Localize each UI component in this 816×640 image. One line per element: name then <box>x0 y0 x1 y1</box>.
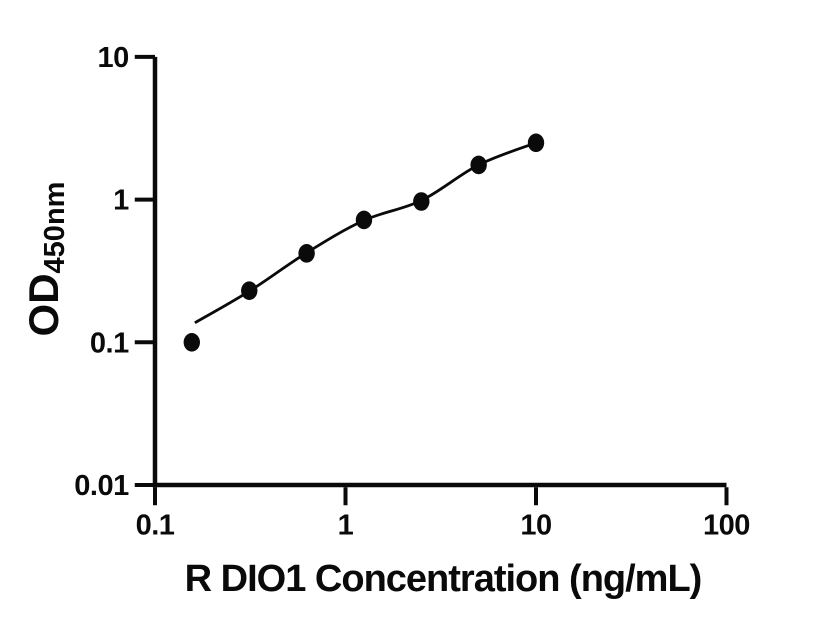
x-tick-label: 0.1 <box>136 509 175 541</box>
x-tick-label: 1 <box>338 509 354 541</box>
y-axis-title: OD450nm <box>20 182 72 337</box>
data-point <box>183 333 200 352</box>
x-axis-title: R DIO1 Concentration (ng/mL) <box>184 558 703 600</box>
data-point <box>298 244 315 263</box>
data-point <box>527 133 545 153</box>
data-point <box>355 210 373 230</box>
y-tick-label: 0.01 <box>74 470 129 502</box>
y-tick-label: 1 <box>113 185 129 217</box>
y-tick-label: 0.1 <box>90 327 129 359</box>
y-axis-title-subscript: 450nm <box>39 181 71 274</box>
x-tick-label: 100 <box>703 509 750 541</box>
y-axis-title-main: OD <box>20 273 67 337</box>
data-point <box>470 155 487 175</box>
data-point <box>413 192 430 211</box>
x-tick-label: 10 <box>520 509 551 541</box>
data-point <box>241 281 258 300</box>
y-tick-label: 10 <box>97 42 128 74</box>
